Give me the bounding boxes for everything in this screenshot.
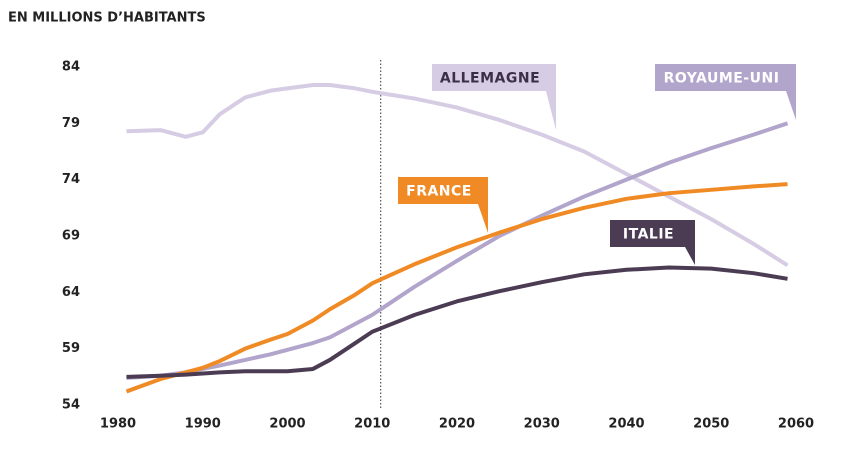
y-tick-label: 59 [62,341,80,356]
series-line [126,83,789,267]
y-tick-label: 69 [62,229,80,244]
x-tick-label: 1980 [100,417,136,432]
label-callout [398,177,488,233]
x-tick-label: 1990 [185,417,221,432]
legend-label: ITALIE [623,227,674,243]
series-line [126,265,788,379]
y-tick-label: 84 [62,60,80,75]
x-tick-label: 2050 [693,417,729,432]
y-tick-label: 64 [62,285,80,300]
chart-title: EN MILLIONS D’HABITANTS [8,11,206,26]
label-callout [655,64,796,120]
y-tick-label: 54 [62,398,80,413]
series-line [126,121,789,380]
legend-label: FRANCE [406,184,472,200]
label-callout [432,64,556,130]
x-tick-label: 2010 [354,417,390,432]
x-tick-label: 2030 [524,417,560,432]
legend-label: ROYAUME-UNI [664,71,780,87]
x-tick-label: 2000 [269,417,305,432]
x-tick-label: 2060 [778,417,814,432]
y-tick-label: 79 [62,116,80,131]
x-tick-label: 2020 [439,417,475,432]
legend-label: ALLEMAGNE [440,71,540,87]
x-tick-label: 2040 [608,417,644,432]
label-callout [610,220,695,265]
series-line [125,182,788,394]
y-tick-label: 74 [62,172,80,187]
